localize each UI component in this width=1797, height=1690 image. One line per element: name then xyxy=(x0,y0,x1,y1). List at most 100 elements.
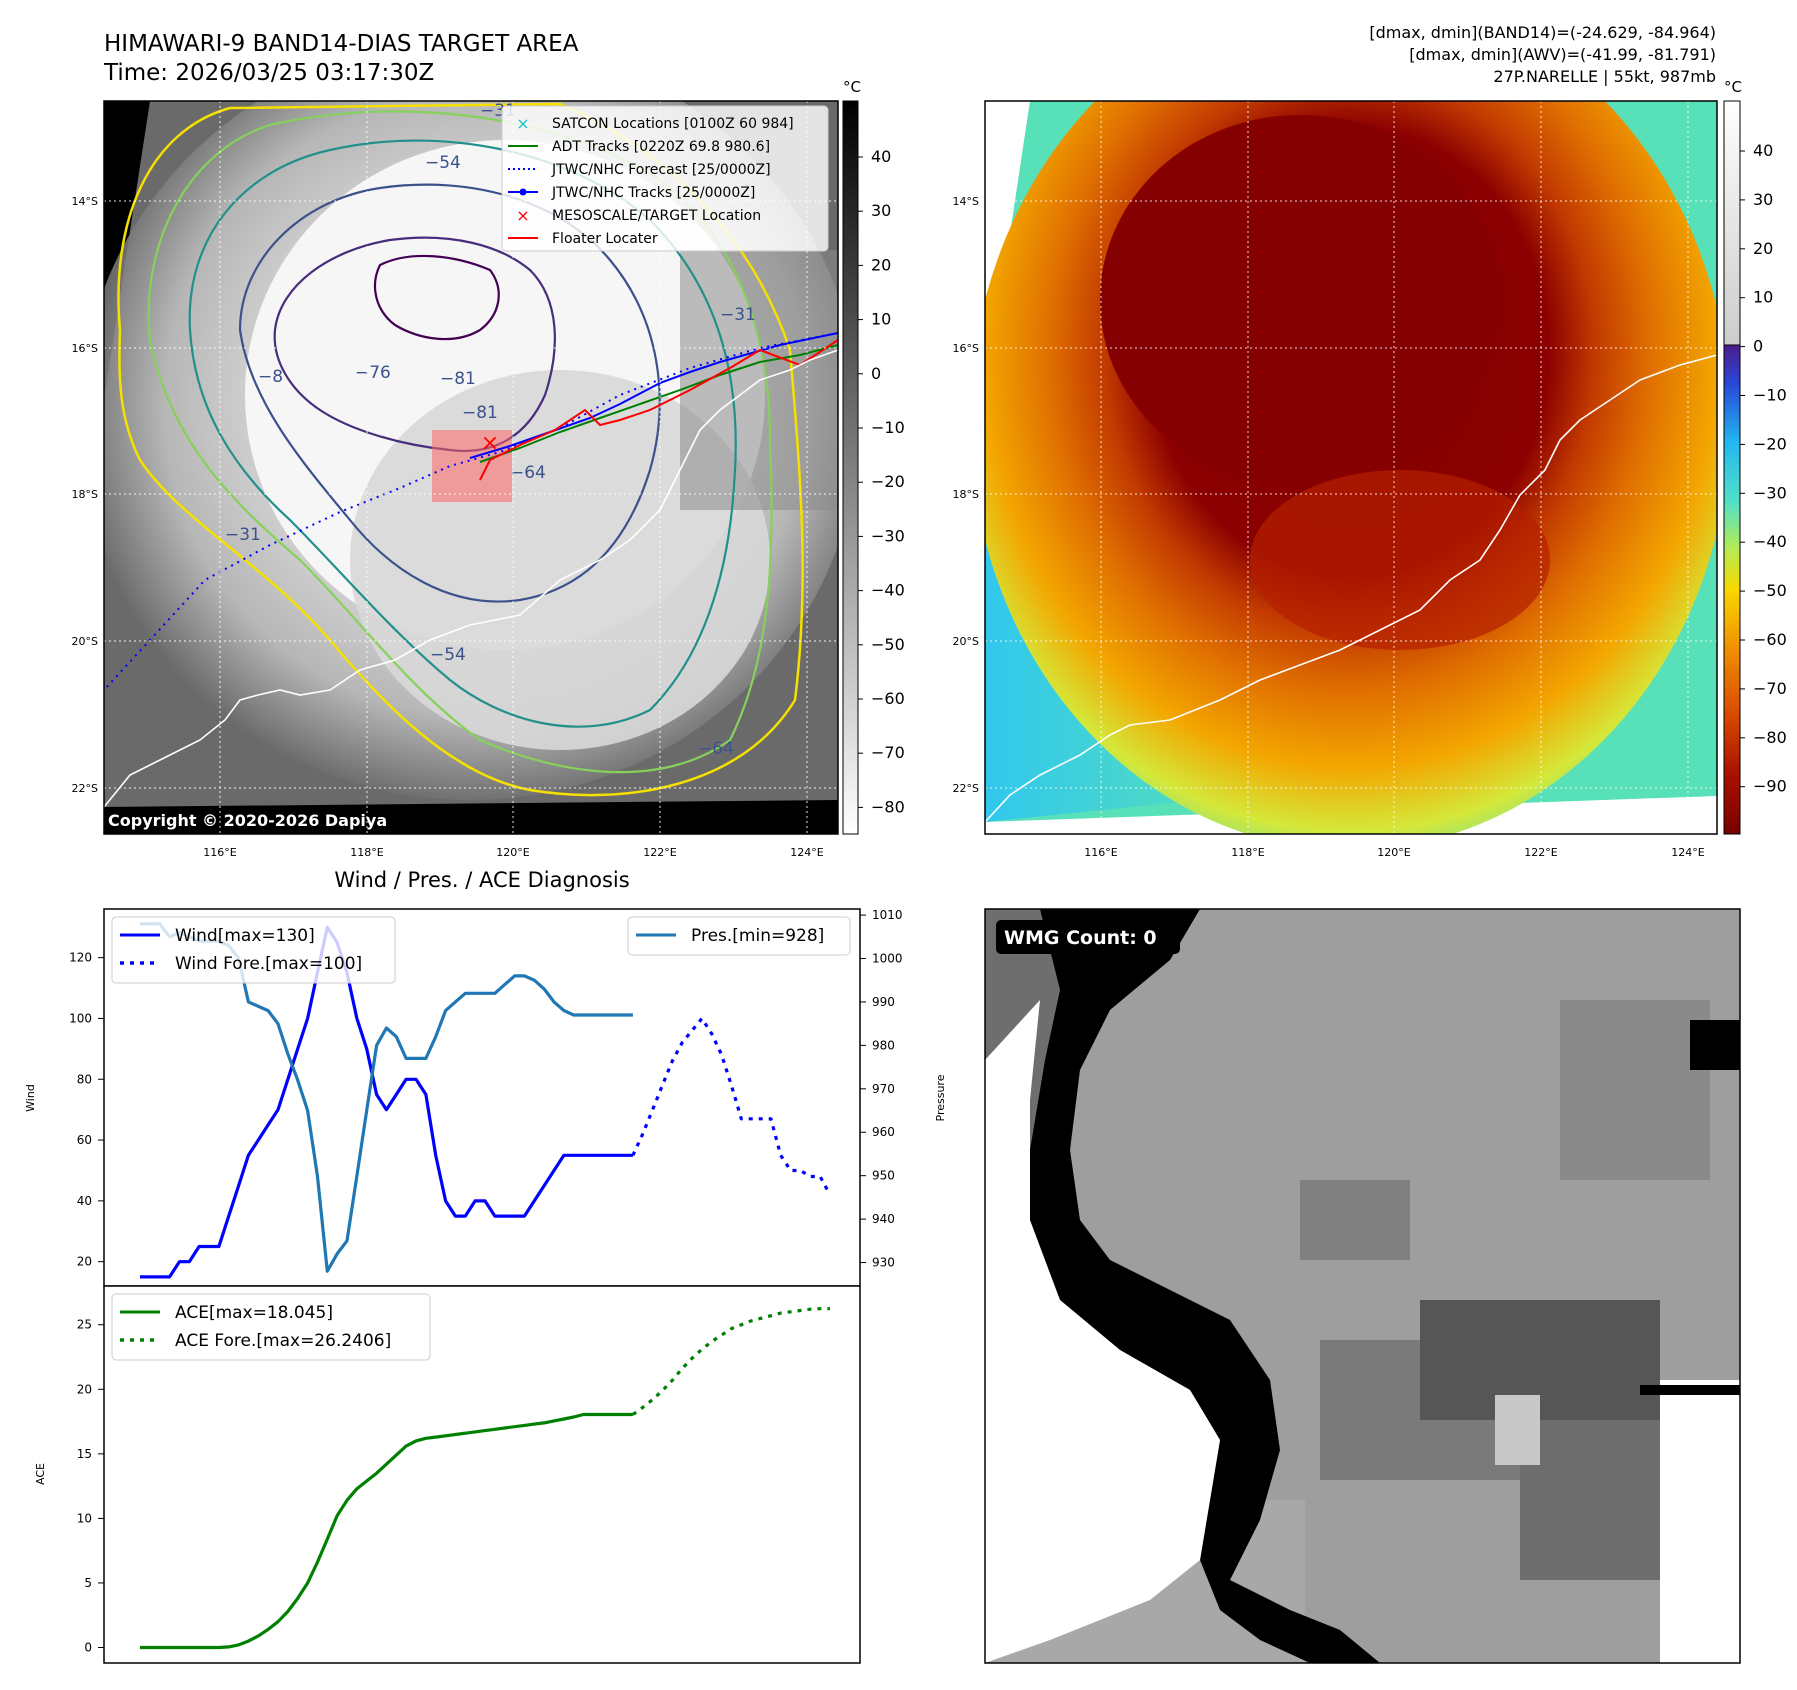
ace-tick-label: 5 xyxy=(84,1576,92,1590)
legend-label: JTWC/NHC Forecast [25/0000Z] xyxy=(551,162,771,178)
colorbar-tick-label: −60 xyxy=(1753,630,1787,649)
wind-tick-label: 40 xyxy=(77,1194,92,1208)
colorbar-tick-label: −10 xyxy=(871,418,905,437)
legend-label: Floater Locater xyxy=(552,231,658,247)
contour-indigo xyxy=(273,236,556,452)
wind-tick-label: 80 xyxy=(77,1072,92,1086)
lat-tick-label: 18°S xyxy=(72,488,98,501)
legend-item: JTWC/NHC Tracks [25/0000Z] xyxy=(508,185,755,201)
legend-label: Wind[max=130] xyxy=(175,926,315,946)
contour-label: −31 xyxy=(225,525,261,545)
lon-tick-label: 116°E xyxy=(1084,846,1117,859)
wmg-region xyxy=(1560,1000,1710,1180)
wmg-black-edge xyxy=(1640,1385,1740,1395)
colorbar-tick-label: 10 xyxy=(1753,288,1773,307)
wind-axis-label: Wind xyxy=(24,1084,37,1112)
pressure-tick-label: 980 xyxy=(872,1038,895,1052)
lat-tick-label: 16°S xyxy=(72,342,98,355)
wmg-panel: WMG Count: 0 xyxy=(984,908,1741,1664)
legend-label: ACE Fore.[max=26.2406] xyxy=(175,1331,391,1351)
contour-blue xyxy=(238,183,661,603)
colorbar-tick-label: −90 xyxy=(1753,777,1787,796)
pressure-legend: Pres.[min=928] xyxy=(627,916,851,956)
chart-title: Wind / Pres. / ACE Diagnosis xyxy=(334,868,629,892)
pressure-tick-label: 940 xyxy=(872,1212,895,1226)
colorbar-tick-label: −30 xyxy=(871,526,905,545)
wind-tick-label: 120 xyxy=(69,951,92,965)
colorbar-tick-label: 30 xyxy=(1753,190,1773,209)
wind-tick-label: 100 xyxy=(69,1011,92,1025)
pressure-tick-label: 1010 xyxy=(872,908,903,922)
ace-tick-label: 0 xyxy=(84,1641,92,1655)
wmg-black-band xyxy=(1030,909,1380,1663)
contour-lightgreen xyxy=(147,110,773,774)
colorbar-tick-label: −70 xyxy=(1753,679,1787,698)
legend-label: MESOSCALE/TARGET Location xyxy=(552,208,761,224)
colorbar-unit: °C xyxy=(843,78,861,96)
series-wind-line xyxy=(140,925,633,1279)
contour-teal xyxy=(188,139,737,728)
contour-label: −54 xyxy=(425,153,461,173)
lon-tick-label: 116°E xyxy=(203,846,236,859)
colorbar-tick-label: −50 xyxy=(1753,581,1787,600)
contour-label: −8 xyxy=(258,367,283,387)
colorbar-tick-label: 0 xyxy=(1753,337,1763,356)
contour-label: −81 xyxy=(462,403,498,423)
colorbar-tick-label: −20 xyxy=(871,472,905,491)
colorbar-tick-label: −20 xyxy=(1753,434,1787,453)
awv-panel: °C 403020100−10−20−30−40−50−60−70−80−90 … xyxy=(953,78,1787,859)
pressure-tick-label: 1000 xyxy=(872,952,903,966)
lat-tick-label: 16°S xyxy=(953,342,979,355)
colorbar-tick-label: −40 xyxy=(871,581,905,600)
ace-legend: ACE[max=18.045] ACE Fore.[max=26.2406] xyxy=(111,1293,431,1361)
info-line1: [dmax, dmin](BAND14)=(-24.629, -84.964) xyxy=(1369,23,1716,42)
ace-tick-label: 20 xyxy=(77,1382,92,1396)
wind-tick-label: 20 xyxy=(77,1255,92,1269)
wmg-white-region xyxy=(985,1000,1220,1663)
ace-tick-label: 25 xyxy=(77,1318,92,1332)
pressure-tick-label: 930 xyxy=(872,1256,895,1270)
lon-tick-label: 124°E xyxy=(1671,846,1704,859)
copyright-text: Copyright © 2020-2026 Dapiya xyxy=(108,811,387,830)
legend-item: × MESOSCALE/TARGET Location xyxy=(516,206,761,225)
contour-label: −64 xyxy=(698,739,734,759)
diagnosis-chart: Wind / Pres. / ACE Diagnosis 20 40 60 80 100… xyxy=(24,868,947,1664)
wind-tick-label: 60 xyxy=(77,1133,92,1147)
mesoscale-target-box xyxy=(432,430,512,502)
contour-label: −81 xyxy=(440,369,476,389)
pressure-axis-label: Pressure xyxy=(934,1074,947,1121)
legend-label: Pres.[min=928] xyxy=(691,926,824,946)
satcon-legend-icon: × xyxy=(516,114,529,133)
lon-tick-label: 120°E xyxy=(496,846,529,859)
pressure-tick-label: 950 xyxy=(872,1169,895,1183)
colorbar-tick-label: 40 xyxy=(1753,141,1773,160)
info-line3: 27P.NARELLE | 55kt, 987mb xyxy=(1493,67,1716,86)
pressure-tick-label: 960 xyxy=(872,1125,895,1139)
contour-purple xyxy=(373,254,500,341)
ir-colorbar: °C 40 30 20 10 0 −10 −20 −30 −40 −50 −60 −70 −80 xyxy=(842,78,905,835)
colorbar-tick-label: −80 xyxy=(871,797,905,816)
wmg-region xyxy=(1495,1395,1540,1465)
awv-coastline xyxy=(985,354,1717,823)
lon-tick-label: 122°E xyxy=(1524,846,1557,859)
colorbar-tick-label: 40 xyxy=(871,147,891,166)
contour-label: −76 xyxy=(355,363,391,383)
ace-tick-label: 15 xyxy=(77,1447,92,1461)
legend-item: ADT Tracks [0220Z 69.8 980.6] xyxy=(508,139,770,155)
lon-tick-label: 122°E xyxy=(643,846,676,859)
colorbar-tick-label: 30 xyxy=(871,201,891,220)
mesoscale-target-x: × xyxy=(481,431,499,456)
lon-tick-label: 118°E xyxy=(1231,846,1264,859)
awv-colorbar: °C 40 30 20 10 0 −10 −20 −30 −40 −50 −60 −70 −80 −90 xyxy=(1723,78,1787,835)
target-legend-icon: × xyxy=(516,206,529,225)
ir-coastline xyxy=(104,349,838,808)
colorbar-tick-label: −80 xyxy=(1753,728,1787,747)
pressure-tick-label: 970 xyxy=(872,1082,895,1096)
lat-tick-label: 20°S xyxy=(72,635,98,648)
jtwc-track-line xyxy=(469,332,838,459)
series-ace-line xyxy=(140,1412,633,1650)
lon-tick-label: 124°E xyxy=(790,846,823,859)
contour-label: −64 xyxy=(510,463,546,483)
legend-item: Floater Locater xyxy=(508,231,658,247)
ir-legend: × SATCON Locations [0100Z 60 984] ADT Tr… xyxy=(501,105,829,252)
